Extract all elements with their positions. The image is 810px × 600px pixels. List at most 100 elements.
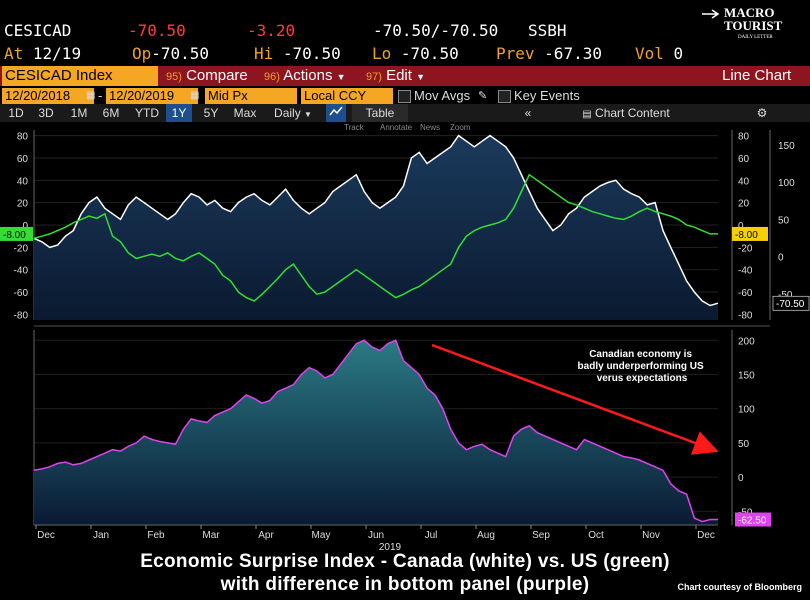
difference-area-fill — [34, 340, 718, 525]
x-tick-label: Nov — [642, 530, 660, 541]
currency-select[interactable]: Local CCY — [301, 88, 393, 104]
range-1y[interactable]: 1Y — [166, 104, 192, 122]
prev-label: Prev — [496, 44, 535, 63]
us-left-tag — [0, 226, 33, 241]
at-label: At — [4, 44, 24, 63]
compare-num: 95) — [166, 71, 182, 83]
low-field: Lo -70.50 — [372, 44, 459, 63]
us-left-value: -8.00 — [3, 230, 26, 241]
period-select[interactable]: Daily ▼ — [266, 104, 320, 122]
top-panel: 80 60 40 20 0 -20 -40 -60 -80 80 60 40 20 0 -20 -40 -60 -… — [0, 130, 810, 327]
price-field-select[interactable]: Mid Px — [205, 88, 297, 104]
difference-last-tag — [735, 512, 771, 527]
compare-button[interactable]: 95) Compare — [166, 66, 248, 86]
edit-label: Edit — [386, 67, 412, 84]
surprise-index-chart: 806040200-20-40-60-80806040200-20-40-60-… — [0, 130, 810, 550]
bottom-right-tick-label: 0 — [738, 473, 744, 484]
edit-num: 97) — [366, 71, 382, 83]
track-label: Track — [344, 123, 364, 132]
canada-last-tag — [772, 295, 810, 311]
high-field: Hi -70.50 — [254, 44, 341, 63]
key-events-checkbox[interactable] — [498, 90, 511, 103]
chart-content-button[interactable]: ▤ Chart Content — [566, 104, 686, 122]
key-events-label: Key Events — [514, 88, 580, 103]
canada-series-line — [33, 134, 719, 307]
logo-line2: TOURIST — [724, 18, 783, 33]
actions-button[interactable]: 96) Actions ▼ — [264, 66, 346, 86]
top-right-tick-label: 20 — [738, 199, 750, 210]
top-left-tick-label: -20 — [14, 243, 29, 254]
top-left-tick-label: -80 — [14, 310, 29, 321]
top-right-tick-label: 60 — [738, 154, 750, 165]
top-left-tick-label: 40 — [17, 176, 29, 187]
open-label: Op — [132, 44, 152, 63]
range-5y[interactable]: 5Y — [203, 106, 219, 120]
mov-avgs-label: Mov Avgs — [414, 88, 471, 103]
canada-last-value: -70.50 — [776, 299, 805, 310]
annotate-label: Annotate — [380, 123, 413, 132]
range-6m[interactable]: 6M — [102, 106, 120, 120]
prev-field: Prev -67.30 — [496, 44, 602, 63]
news-tool[interactable]: News — [420, 123, 440, 132]
x-tick-label: Apr — [258, 530, 274, 541]
bid-ask-value: -70.50/-70.50 — [373, 21, 499, 40]
trend-arrow — [431, 343, 719, 455]
prev-value: -67.30 — [544, 44, 602, 63]
top-right-tick-label: 0 — [738, 221, 744, 232]
high-value: -70.50 — [282, 44, 341, 63]
logo-line3: DAILY LETTER — [738, 35, 773, 40]
date-separator: - — [98, 88, 103, 103]
canada-area-fill — [34, 135, 718, 320]
pencil-icon[interactable]: ✎ — [478, 90, 488, 102]
caption-line-1: Economic Surprise Index - Canada (white)… — [140, 551, 670, 572]
range-ytd[interactable]: YTD — [135, 106, 159, 120]
range-max[interactable]: Max — [233, 106, 257, 120]
caption-line-2: with difference in bottom panel (purple) — [220, 574, 590, 595]
x-tick-label: Jun — [368, 530, 384, 541]
x-tick-label: Dec — [697, 530, 715, 541]
chart-content-icon: ▤ — [582, 109, 592, 120]
chart-type-label[interactable]: Line Chart — [722, 67, 792, 84]
low-value: -70.50 — [400, 44, 459, 63]
difference-last-value: -62.50 — [738, 516, 767, 527]
range-1m[interactable]: 1M — [70, 106, 88, 120]
zoom-tool[interactable]: Zoom — [450, 123, 470, 132]
gear-icon[interactable]: ⚙ — [756, 106, 768, 120]
top-far-right-tick-label: 50 — [778, 215, 790, 226]
table-button[interactable]: Table — [352, 104, 408, 122]
collapse-icon[interactable]: « — [524, 106, 532, 120]
top-right-tick-label: 40 — [738, 176, 750, 187]
high-label: Hi — [254, 44, 274, 63]
range-1d[interactable]: 1D — [8, 106, 24, 120]
function-toolbar: CESICAD Index 95) Compare 96) Actions ▼ … — [0, 66, 810, 86]
chart-content-label: Chart Content — [595, 106, 670, 120]
x-year-label: 2019 — [379, 542, 402, 550]
edit-button[interactable]: 97) Edit ▼ — [366, 66, 425, 86]
track-tool[interactable]: Track — [344, 123, 364, 132]
top-left-tick-label: -40 — [14, 266, 29, 277]
x-tick-label: Sep — [532, 530, 550, 541]
period-caret-icon: ▼ — [304, 110, 312, 119]
line-chart-icon[interactable] — [326, 104, 346, 122]
compare-label: Compare — [186, 67, 248, 84]
credit-label: Chart courtesy of Bloomberg — [677, 582, 802, 592]
calendar-icon[interactable]: ▦ — [86, 90, 96, 101]
end-date-field[interactable]: 12/20/2019 — [106, 88, 198, 104]
mov-avgs-checkbox[interactable] — [398, 90, 411, 103]
quote-row: At 12/19 — [4, 44, 81, 63]
top-right-tick-label: -80 — [738, 310, 753, 321]
range-3d[interactable]: 3D — [38, 106, 54, 120]
calendar-icon-2[interactable]: ▦ — [190, 90, 200, 101]
x-tick-label: Dec — [37, 530, 55, 541]
start-date-field[interactable]: 12/20/2018 — [2, 88, 94, 104]
top-right-tick-label: -60 — [738, 288, 753, 299]
x-tick-label: Mar — [202, 530, 220, 541]
bottom-right-tick-label: 200 — [738, 336, 755, 347]
top-right-tick-label: -40 — [738, 266, 753, 277]
top-far-right-tick-label: -50 — [778, 290, 793, 301]
annotate-tool[interactable]: Annotate — [380, 123, 412, 132]
source-label: SSBH — [528, 21, 567, 40]
security-field[interactable]: CESICAD Index — [2, 66, 158, 86]
us-series-line — [33, 173, 718, 302]
